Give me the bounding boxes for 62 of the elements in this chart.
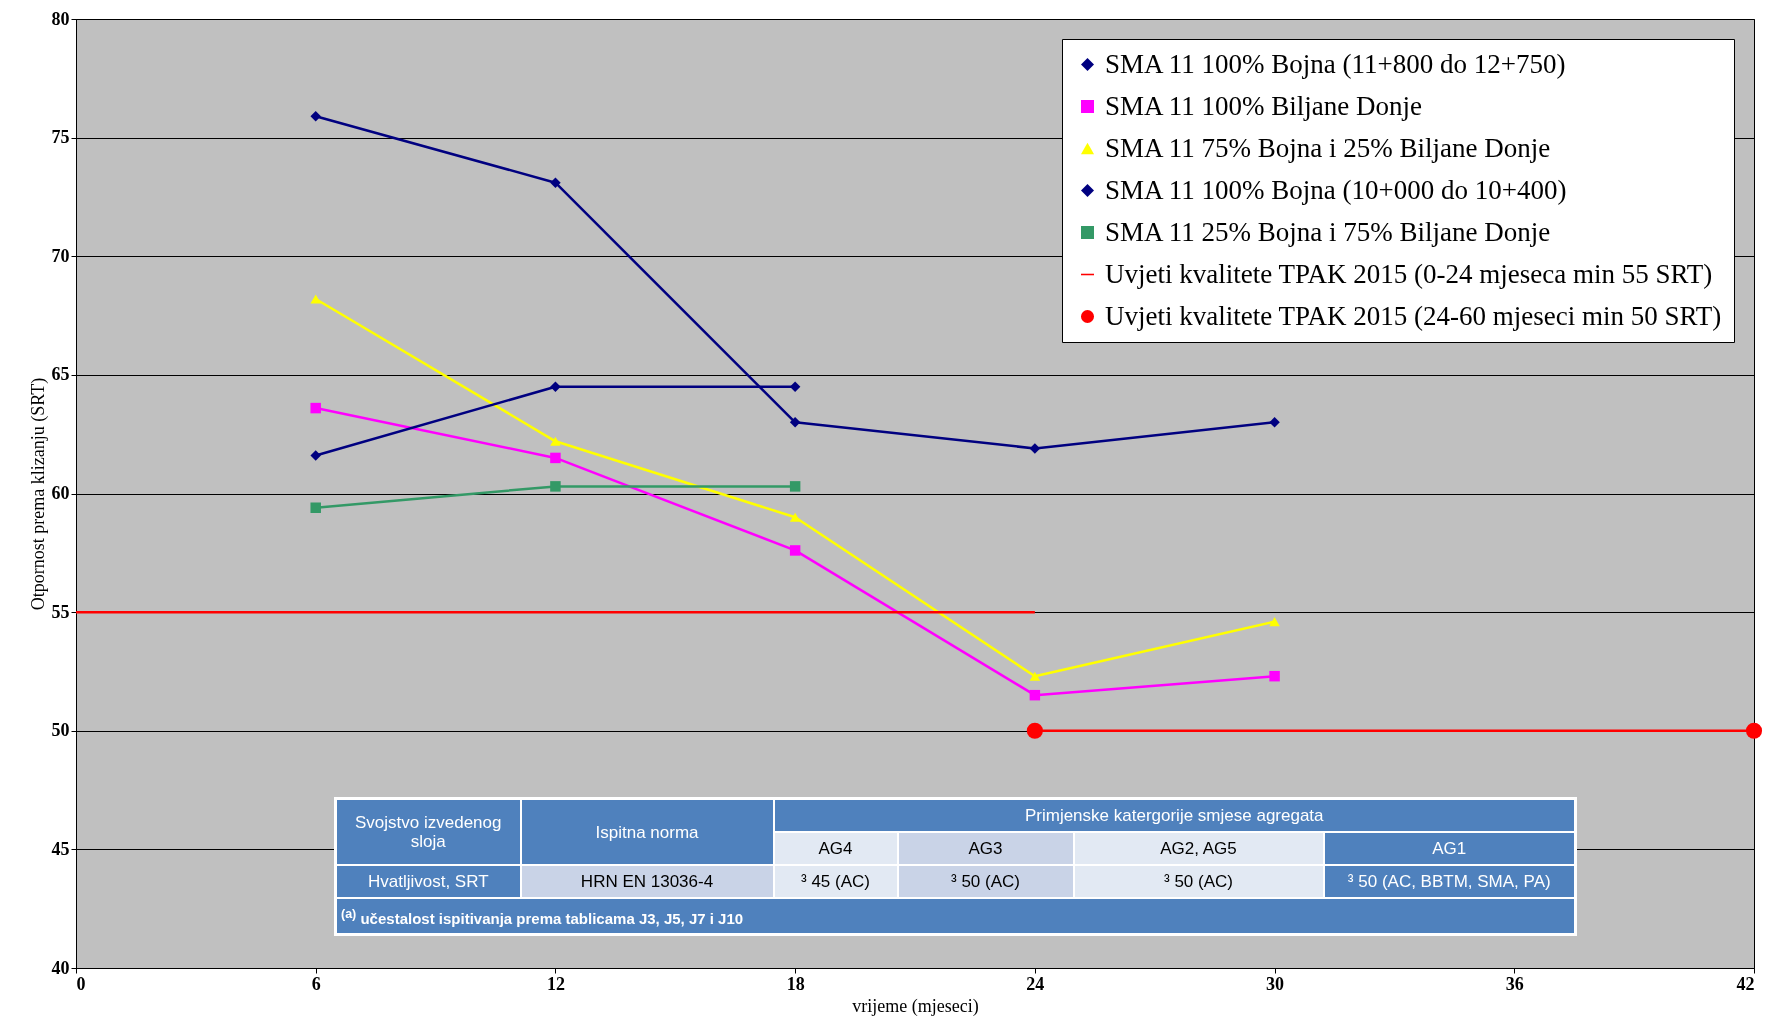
y-tick-label: 50	[51, 720, 70, 741]
annotation: Ispitna norma	[520, 798, 774, 865]
annotation: ³ 50 (AC, BBTM, SMA, PA)	[1323, 865, 1576, 898]
y-tick-label: 80	[51, 8, 70, 29]
annotation: AG1	[1323, 832, 1576, 865]
annotation: ³ 45 (AC)	[773, 865, 898, 898]
annotation: AG3	[897, 832, 1074, 865]
y-tick-label: 40	[51, 957, 70, 978]
annotation: ³ 50 (AC)	[1073, 865, 1324, 898]
point	[1026, 722, 1043, 739]
point	[550, 381, 561, 392]
point	[1269, 617, 1280, 627]
legend-label: SMA 11 100% Bojna (10+000 do 10+400)	[1105, 174, 1567, 205]
y-tick-label: 65	[51, 364, 70, 385]
annotation: AG2, AG5	[1073, 832, 1324, 865]
x-axis-title: vrijeme (mjeseci)	[852, 995, 979, 1017]
annotation: Hvatljivost, SRT	[335, 865, 521, 898]
point	[310, 111, 321, 122]
annotation: $^{(a)}$ učestalost ispitivanja prema tablicama J3, J5, J7 i J10	[335, 898, 1576, 935]
y-tick-label: 60	[51, 483, 70, 503]
point	[550, 481, 561, 492]
point	[789, 417, 801, 428]
point	[310, 502, 321, 513]
y-tick-label: 45	[51, 838, 70, 859]
point	[1029, 671, 1041, 681]
annotation: Primjenske katergorije smjese agregata	[773, 798, 1576, 832]
annotation: Svojstvo izvedenog sloja	[335, 798, 521, 865]
point	[550, 436, 561, 446]
point	[1029, 689, 1041, 701]
x-tick-label: 18	[786, 973, 805, 994]
point	[550, 177, 561, 188]
point	[789, 512, 801, 522]
x-tick-label: 12	[546, 973, 565, 994]
point	[310, 402, 321, 414]
point	[789, 381, 801, 392]
y-tick-label: 75	[51, 127, 70, 148]
y-axis-title: Otpornost prema klizanju (SRT)	[27, 377, 49, 611]
x-tick-label: 24	[1026, 973, 1045, 994]
point	[1269, 417, 1280, 428]
annotation: AG4	[773, 832, 898, 865]
x-tick-label: 6	[311, 973, 321, 994]
x-tick-label: 0	[76, 973, 86, 994]
point	[1269, 670, 1280, 682]
point	[550, 452, 561, 464]
annotation: HRN EN 13036-4	[520, 865, 774, 898]
point	[310, 450, 321, 461]
annotation: ³ 50 (AC)	[897, 865, 1074, 898]
legend-label: SMA 11 75% Bojna i 25% Biljane Donje	[1105, 132, 1551, 163]
x-tick-label: 30	[1266, 973, 1285, 994]
point	[789, 481, 801, 492]
legend-label: Uvjeti kvalitete TPAK 2015 (0-24 mjeseca min 55 SRT)	[1105, 258, 1713, 289]
point	[1745, 722, 1763, 739]
y-tick-label: 70	[51, 245, 70, 266]
point	[1029, 443, 1041, 454]
point	[789, 545, 801, 556]
legend-label: SMA 11 100% Bojna (11+800 do 12+750)	[1105, 48, 1566, 79]
y-tick-label: 55	[51, 601, 70, 622]
x-tick-label: 36	[1505, 973, 1524, 994]
legend-label: SMA 11 100% Biljane Donje	[1105, 90, 1422, 121]
legend-label: Uvjeti kvalitete TPAK 2015 (24-60 mjeseci min 50 SRT)	[1105, 300, 1722, 331]
legend-label: SMA 11 25% Bojna i 75% Biljane Donje	[1105, 216, 1551, 247]
x-tick-label: 42	[1736, 973, 1755, 994]
